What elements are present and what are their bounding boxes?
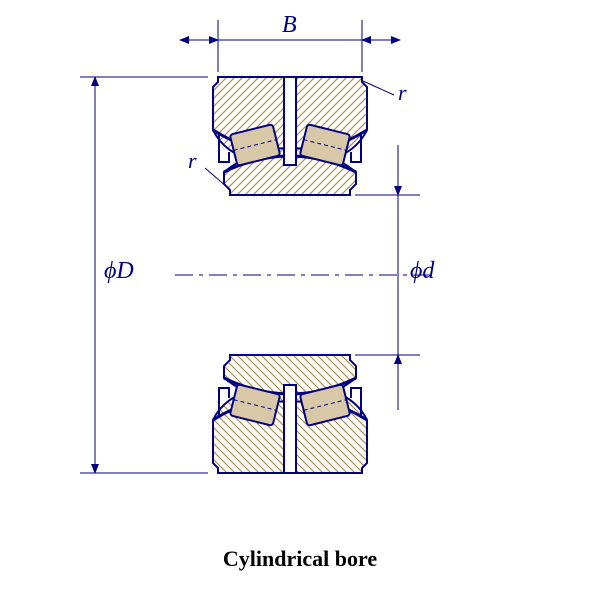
lower-section [213,355,367,473]
upper-section [213,77,367,195]
label-phid: ϕd [410,258,434,285]
label-r-lower: r [188,148,197,174]
label-phiD: ϕD [104,258,134,285]
bearing-diagram-svg [0,0,600,600]
label-r-upper: r [398,80,407,106]
label-B: B [282,12,297,39]
caption: Cylindrical bore [0,546,600,572]
